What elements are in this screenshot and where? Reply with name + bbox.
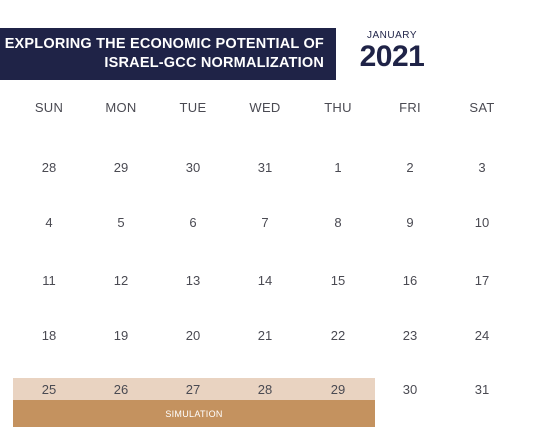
day-cell[interactable]: 31: [474, 382, 490, 397]
weekday-sun: SUN: [34, 100, 64, 115]
weekday-thu: THU: [324, 100, 352, 115]
event-bar-simulation[interactable]: SIMULATION: [13, 400, 375, 427]
day-cell[interactable]: 21: [257, 328, 273, 343]
day-cell[interactable]: 9: [406, 215, 414, 230]
day-cell[interactable]: 14: [257, 273, 273, 288]
day-cell[interactable]: 30: [185, 160, 201, 175]
day-cell[interactable]: 29: [330, 382, 346, 397]
day-cell[interactable]: 27: [185, 382, 201, 397]
day-cell[interactable]: 19: [113, 328, 129, 343]
event-label: SIMULATION: [165, 408, 223, 419]
day-cell[interactable]: 28: [257, 382, 273, 397]
day-cell[interactable]: 5: [117, 215, 125, 230]
day-cell[interactable]: 2: [406, 160, 414, 175]
day-cell[interactable]: 30: [402, 382, 418, 397]
event-highlight: [13, 378, 375, 400]
day-cell[interactable]: 1: [334, 160, 342, 175]
weekday-sat: SAT: [469, 100, 495, 115]
day-cell[interactable]: 24: [474, 328, 490, 343]
day-cell[interactable]: 6: [189, 215, 197, 230]
day-cell[interactable]: 13: [185, 273, 201, 288]
day-cell[interactable]: 25: [41, 382, 57, 397]
day-cell[interactable]: 28: [41, 160, 57, 175]
title-banner: EXPLORING THE ECONOMIC POTENTIAL OF ISRA…: [0, 28, 336, 80]
title-line-1: EXPLORING THE ECONOMIC POTENTIAL OF: [4, 36, 324, 52]
day-cell[interactable]: 29: [113, 160, 129, 175]
day-cell[interactable]: 22: [330, 328, 346, 343]
day-cell[interactable]: 31: [257, 160, 273, 175]
day-cell[interactable]: 23: [402, 328, 418, 343]
title-line-2: ISRAEL-GCC NORMALIZATION: [104, 55, 324, 71]
day-cell[interactable]: 3: [478, 160, 486, 175]
weekday-fri: FRI: [399, 100, 421, 115]
day-cell[interactable]: 7: [261, 215, 269, 230]
day-cell[interactable]: 11: [42, 273, 56, 288]
day-cell[interactable]: 26: [113, 382, 129, 397]
day-cell[interactable]: 18: [41, 328, 57, 343]
day-cell[interactable]: 16: [402, 273, 418, 288]
day-cell[interactable]: 20: [185, 328, 201, 343]
year-label: 2021: [359, 40, 425, 73]
weekday-mon: MON: [105, 100, 137, 115]
day-cell[interactable]: 8: [334, 215, 342, 230]
day-cell[interactable]: 15: [330, 273, 346, 288]
day-cell[interactable]: 4: [45, 215, 53, 230]
day-cell[interactable]: 10: [474, 215, 490, 230]
weekday-tue: TUE: [179, 100, 207, 115]
weekday-wed: WED: [249, 100, 281, 115]
day-cell[interactable]: 17: [474, 273, 490, 288]
month-label: JANUARY: [367, 30, 417, 41]
day-cell[interactable]: 12: [113, 273, 129, 288]
